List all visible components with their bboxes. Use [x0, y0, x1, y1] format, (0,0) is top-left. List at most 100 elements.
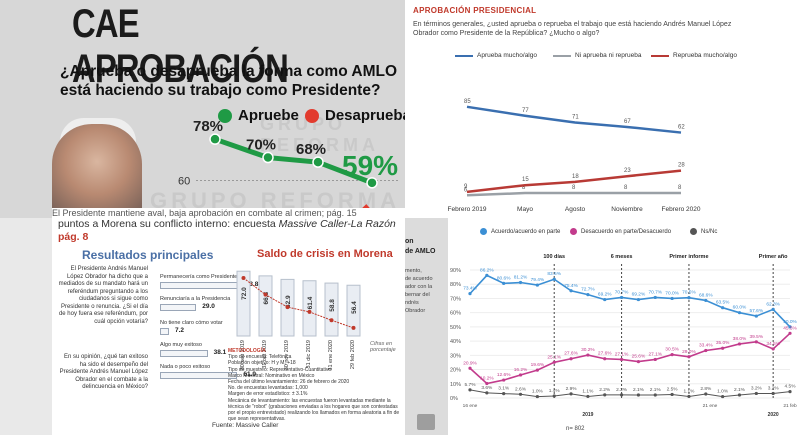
home-icon[interactable] — [417, 414, 435, 430]
data-label: 72.7% — [581, 287, 595, 293]
series-point — [771, 347, 775, 351]
crisis-trend-line — [243, 277, 354, 329]
x-tick-label: Febrero 2019 — [447, 206, 486, 213]
data-label: 77 — [522, 108, 529, 114]
data-label: 28 — [678, 163, 685, 169]
cifras-note: Cifras en porcentaje — [370, 341, 396, 353]
series-point — [485, 381, 489, 386]
crisis-title: Saldo de crisis en Morena — [257, 248, 393, 260]
data-label: 30.5% — [665, 347, 679, 353]
data-label: 19.6% — [531, 362, 545, 368]
side-clipping: on de AMLO mento, de acuerdo ador con la be… — [405, 218, 448, 435]
side-line: ndrés — [405, 300, 419, 306]
data-label: 83.5% — [547, 271, 561, 277]
series-point — [670, 296, 674, 301]
data-label: 69.2% — [598, 292, 612, 298]
data-label: 30.2% — [581, 347, 595, 353]
data-label: 1.4% — [549, 388, 561, 394]
series-point — [653, 393, 657, 397]
series-point — [603, 297, 607, 302]
data-label: 20.9% — [463, 360, 477, 366]
data-label: 2.9% — [566, 386, 578, 392]
crisis-bar — [324, 282, 339, 337]
legend-dot — [480, 228, 487, 235]
series-point — [788, 390, 792, 394]
data-label: 50.0% — [783, 319, 797, 325]
data-label: 3.2% — [751, 385, 763, 391]
series-point — [485, 273, 489, 278]
crisis-point — [329, 318, 334, 323]
methodology-line: Fecha del último levantamiento: 26 de fe… — [228, 379, 350, 386]
series-point — [788, 331, 792, 335]
approve-point — [262, 151, 274, 164]
chart-title: APROBACIÓN PRESIDENCIAL — [413, 6, 537, 15]
legend-disapprove-label: Desaprueba — [325, 107, 405, 124]
result-bar-label: No tiene claro cómo votar — [160, 320, 223, 326]
side-line: ador con la — [405, 284, 433, 290]
data-label: 2.1% — [734, 387, 746, 393]
series-point — [518, 373, 523, 377]
series-point — [552, 277, 556, 281]
data-label: 1.1% — [683, 388, 695, 394]
data-label: 80.6% — [497, 275, 511, 281]
series-point — [468, 292, 472, 296]
clipping-strip: El Presidente mantiene aval, baja aproba… — [52, 208, 405, 218]
side-line: mento, — [405, 268, 422, 274]
series-point — [704, 392, 708, 396]
data-label: 34.5% — [766, 341, 780, 347]
data-label: 33.4% — [699, 342, 713, 348]
series-point — [754, 314, 758, 318]
president-photo — [52, 124, 142, 218]
x-tick-label: 21 feb — [783, 403, 797, 409]
data-label: 2.1% — [650, 387, 662, 393]
resultados-principales-panel: puntos a Morena su conflicto interno: en… — [52, 218, 405, 435]
series-point — [518, 392, 523, 396]
side-title: on — [405, 238, 414, 245]
year-label: 2020 — [768, 412, 779, 418]
series-point — [552, 394, 556, 398]
y-tick-label: 60 — [178, 176, 190, 188]
series-line — [466, 191, 681, 197]
y-tick-label: 90% — [450, 268, 461, 274]
series-point — [670, 392, 674, 397]
series-point — [619, 357, 624, 362]
approve-point-label: 68% — [296, 141, 326, 158]
crisis-x-label: 31 ene 2020 — [328, 340, 334, 371]
y-tick-label: 20% — [450, 368, 461, 374]
data-label: 2.2% — [616, 387, 628, 393]
result-bar-value: 38.1 — [213, 349, 227, 356]
subheadline-page: pág. 8 — [58, 231, 89, 243]
methodology-line: No. de encuestas levantadas: 1,000 — [228, 385, 308, 392]
acuerdo-desacuerdo-panel: Acuerdo/acuerdo en parte Desacuerdo en p… — [448, 218, 800, 435]
data-label: 29.0% — [682, 349, 696, 355]
series-point — [653, 357, 657, 362]
y-tick-label: 60% — [450, 311, 461, 317]
legend-desacuerdo: Desacuerdo en parte/Desacuerdo — [570, 228, 671, 235]
series-point — [502, 391, 506, 396]
legend-label: Desacuerdo en parte/Desacuerdo — [581, 228, 672, 235]
series-line — [469, 274, 791, 328]
data-label: 69.2% — [632, 292, 646, 298]
side-line: de acuerdo — [405, 276, 433, 282]
series-point — [552, 360, 556, 364]
series-point — [502, 378, 506, 382]
series-point — [670, 353, 674, 357]
series-line — [469, 389, 791, 398]
legend-nsnc: Ns/Nc — [690, 228, 717, 235]
series-point — [619, 393, 624, 397]
legend-reprueba: Reprueba mucho/algo — [651, 52, 737, 59]
y-tick-label: 80% — [450, 282, 461, 288]
legend-swatch — [651, 54, 669, 57]
data-label: 35.0% — [716, 340, 730, 346]
watermark-2: GRUPO REFORMA — [260, 114, 379, 155]
side-line: Obrador — [405, 308, 426, 314]
crisis-x-label: 30 nov 2019 — [284, 340, 290, 370]
data-label: 8 — [572, 185, 576, 191]
data-label: 16.2% — [514, 367, 528, 373]
data-label: 45.5% — [783, 325, 797, 331]
presidential-approval-chart: 85 77 71 67 62 6 8 8 8 8 9 15 18 23 28 Febrero 2019 Mayo… — [447, 99, 700, 213]
data-label: 5.7% — [465, 382, 477, 388]
crisis-bar-value: 61.4 — [307, 296, 314, 309]
data-label: 62.3% — [766, 301, 780, 307]
series-point — [721, 306, 725, 310]
